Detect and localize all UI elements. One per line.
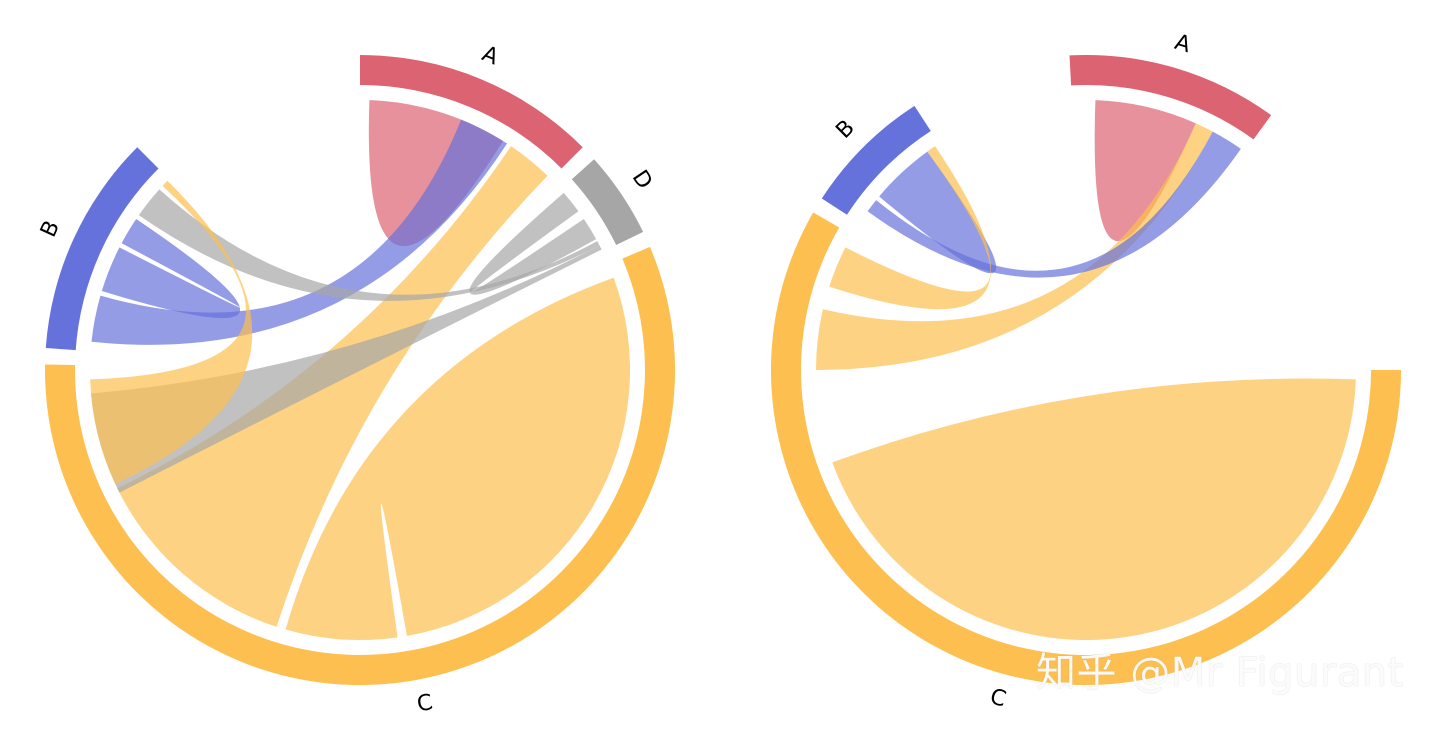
node-label-c: C <box>415 690 435 717</box>
chord-link-d-d <box>469 192 597 295</box>
chord-link-b-c <box>829 146 991 310</box>
chord-link-a-c <box>117 146 548 627</box>
chord-link-a-a <box>1094 100 1196 242</box>
node-label-a: A <box>478 41 501 70</box>
chord-link-c-c <box>285 277 631 640</box>
chord-link-b-b <box>879 151 997 274</box>
node-label-d: D <box>627 166 657 194</box>
node-label-b: B <box>831 115 859 143</box>
arc-segment-b <box>45 147 159 351</box>
chord-link-c-c <box>832 378 1356 641</box>
chord-link-b-b <box>101 219 241 319</box>
chord-link-a-c <box>816 123 1213 370</box>
arc-segment-b <box>821 105 931 215</box>
arc-segment-d <box>571 159 644 246</box>
chord-diagram-right: A C B <box>771 30 1401 712</box>
chord-link-a-b <box>91 119 508 345</box>
arc-segment-a <box>1069 54 1272 140</box>
arc-segment-a <box>360 55 583 169</box>
chord-link-d-c <box>91 245 602 493</box>
node-label-c: C <box>987 684 1008 712</box>
chord-link-b-c <box>90 180 253 485</box>
chord-link-d-b <box>138 189 600 301</box>
node-label-a: A <box>1172 30 1194 58</box>
watermark-text: 知乎 @Mr Figurant <box>1036 650 1404 696</box>
node-label-b: B <box>36 217 65 241</box>
chord-link-a-b <box>867 131 1241 278</box>
chord-diagram-left: A D C B <box>36 41 676 717</box>
